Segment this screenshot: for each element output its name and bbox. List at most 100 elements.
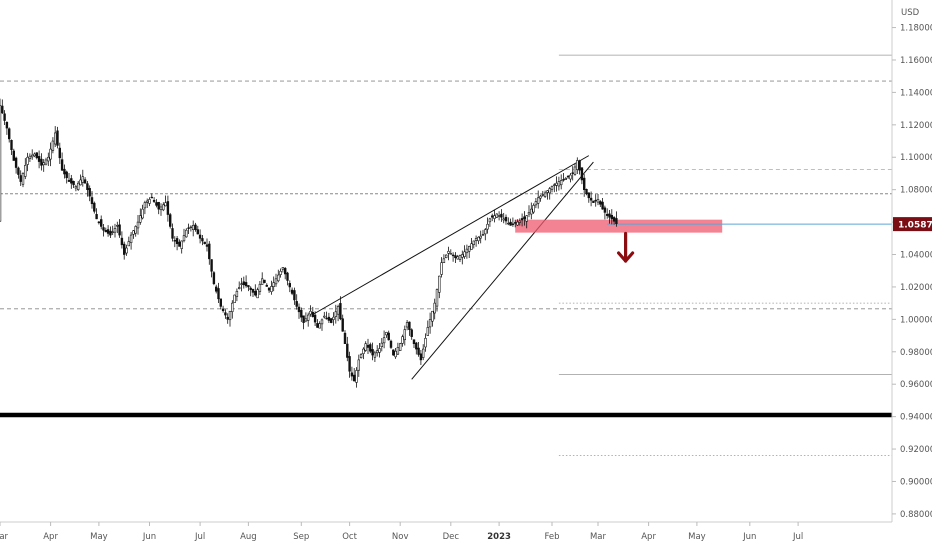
candle-body bbox=[562, 179, 565, 181]
time-tick-label: Nov bbox=[392, 532, 409, 542]
candle-body bbox=[336, 306, 340, 315]
price-tick-label: 1.00000 bbox=[900, 315, 932, 325]
candle-body bbox=[100, 219, 103, 227]
candle-body bbox=[58, 147, 62, 159]
candle-body bbox=[525, 215, 528, 222]
candle-body bbox=[334, 311, 337, 317]
candle-body bbox=[507, 222, 510, 225]
price-tick-label: 0.96000 bbox=[900, 380, 932, 390]
svg-text:1.05875: 1.05875 bbox=[898, 221, 932, 231]
candle-body bbox=[589, 197, 593, 201]
candle-body bbox=[111, 231, 114, 233]
price-tick-label: 1.14000 bbox=[900, 88, 932, 98]
candle-body bbox=[339, 303, 342, 320]
candle-body bbox=[470, 243, 473, 250]
candle-body bbox=[116, 225, 119, 227]
time-tick-label: Apr bbox=[641, 532, 656, 542]
candle-body bbox=[169, 214, 172, 227]
candle-body bbox=[306, 314, 310, 321]
candle-body bbox=[120, 237, 124, 246]
candle-body bbox=[104, 230, 108, 233]
candle-body bbox=[235, 290, 239, 297]
candle-body bbox=[332, 316, 335, 320]
time-tick-label: Jun bbox=[742, 532, 756, 542]
price-tick-label: 0.92000 bbox=[900, 445, 932, 455]
candle-body bbox=[486, 223, 489, 230]
price-tick-label: 1.10000 bbox=[900, 153, 932, 163]
candle-body bbox=[426, 327, 429, 336]
candle-body bbox=[309, 310, 312, 315]
candle-body bbox=[421, 348, 425, 358]
candle-body bbox=[146, 200, 149, 203]
candle-body bbox=[49, 148, 52, 160]
candle-body bbox=[576, 160, 579, 170]
candle-body bbox=[238, 287, 241, 289]
candle-body bbox=[382, 337, 386, 344]
candle-body bbox=[447, 250, 450, 254]
candle-body bbox=[318, 323, 321, 329]
candle-body bbox=[90, 197, 94, 205]
candle-body bbox=[424, 337, 427, 348]
candle-body bbox=[155, 202, 158, 206]
candle-body bbox=[325, 317, 328, 320]
candle-body bbox=[79, 179, 82, 186]
candle-body bbox=[81, 176, 85, 183]
candle-body bbox=[366, 344, 370, 348]
candle-body bbox=[83, 179, 87, 184]
drawings-layer[interactable] bbox=[0, 54, 892, 456]
candle-body bbox=[33, 153, 36, 157]
candle-body bbox=[493, 215, 496, 219]
candle-body bbox=[97, 221, 101, 224]
candle-body bbox=[198, 234, 202, 239]
candle-body bbox=[387, 332, 390, 341]
candle-body bbox=[433, 302, 436, 314]
time-tick-label: Jul bbox=[792, 532, 803, 542]
price-tick-label: 1.08000 bbox=[900, 186, 932, 196]
candle-body bbox=[502, 218, 505, 221]
candle-body bbox=[362, 348, 365, 354]
candle-body bbox=[346, 343, 349, 358]
candle-body bbox=[152, 199, 156, 202]
candle-body bbox=[24, 165, 27, 177]
price-tick-label: 0.90000 bbox=[900, 477, 932, 487]
candle-body bbox=[226, 316, 229, 320]
candle-body bbox=[10, 139, 13, 150]
candle-body bbox=[221, 308, 225, 312]
candle-body bbox=[442, 258, 446, 264]
candle-body bbox=[109, 230, 112, 236]
candle-body bbox=[495, 213, 498, 218]
candle-body bbox=[359, 354, 363, 358]
candle-body bbox=[327, 316, 331, 321]
candle-body bbox=[444, 254, 448, 258]
candle-body bbox=[398, 343, 402, 351]
candle-body bbox=[350, 372, 354, 377]
wedge-trendline[interactable] bbox=[411, 161, 594, 380]
candle-body bbox=[504, 216, 508, 222]
candle-body bbox=[585, 188, 588, 195]
candle-body bbox=[240, 283, 243, 285]
candle-body bbox=[123, 243, 126, 255]
time-tick-label: 2023 bbox=[487, 532, 511, 542]
candle-body bbox=[449, 253, 452, 255]
resistance-zone[interactable] bbox=[515, 219, 723, 233]
candle-body bbox=[281, 267, 285, 270]
candle-body bbox=[60, 159, 64, 171]
candle-body bbox=[293, 290, 296, 301]
candle-body bbox=[608, 213, 611, 218]
wedge-trendline[interactable] bbox=[312, 155, 590, 315]
time-tick-label: Feb bbox=[544, 532, 559, 542]
candle-body bbox=[484, 229, 487, 235]
candle-body bbox=[438, 275, 441, 293]
candle-body bbox=[242, 281, 245, 286]
candle-body bbox=[265, 284, 268, 287]
candle-body bbox=[3, 113, 6, 121]
candle-body bbox=[288, 283, 291, 288]
time-axis-ticks[interactable]: Mar Apr May Jun Jul Aug Sep Oct Nov Dec 2023 Feb Mar… bbox=[0, 522, 803, 542]
candle-body bbox=[578, 160, 581, 171]
candle-body bbox=[267, 287, 271, 291]
candle-body bbox=[106, 229, 110, 234]
candle-body bbox=[481, 234, 485, 236]
candle-body bbox=[180, 240, 183, 249]
candle-body bbox=[192, 225, 195, 230]
